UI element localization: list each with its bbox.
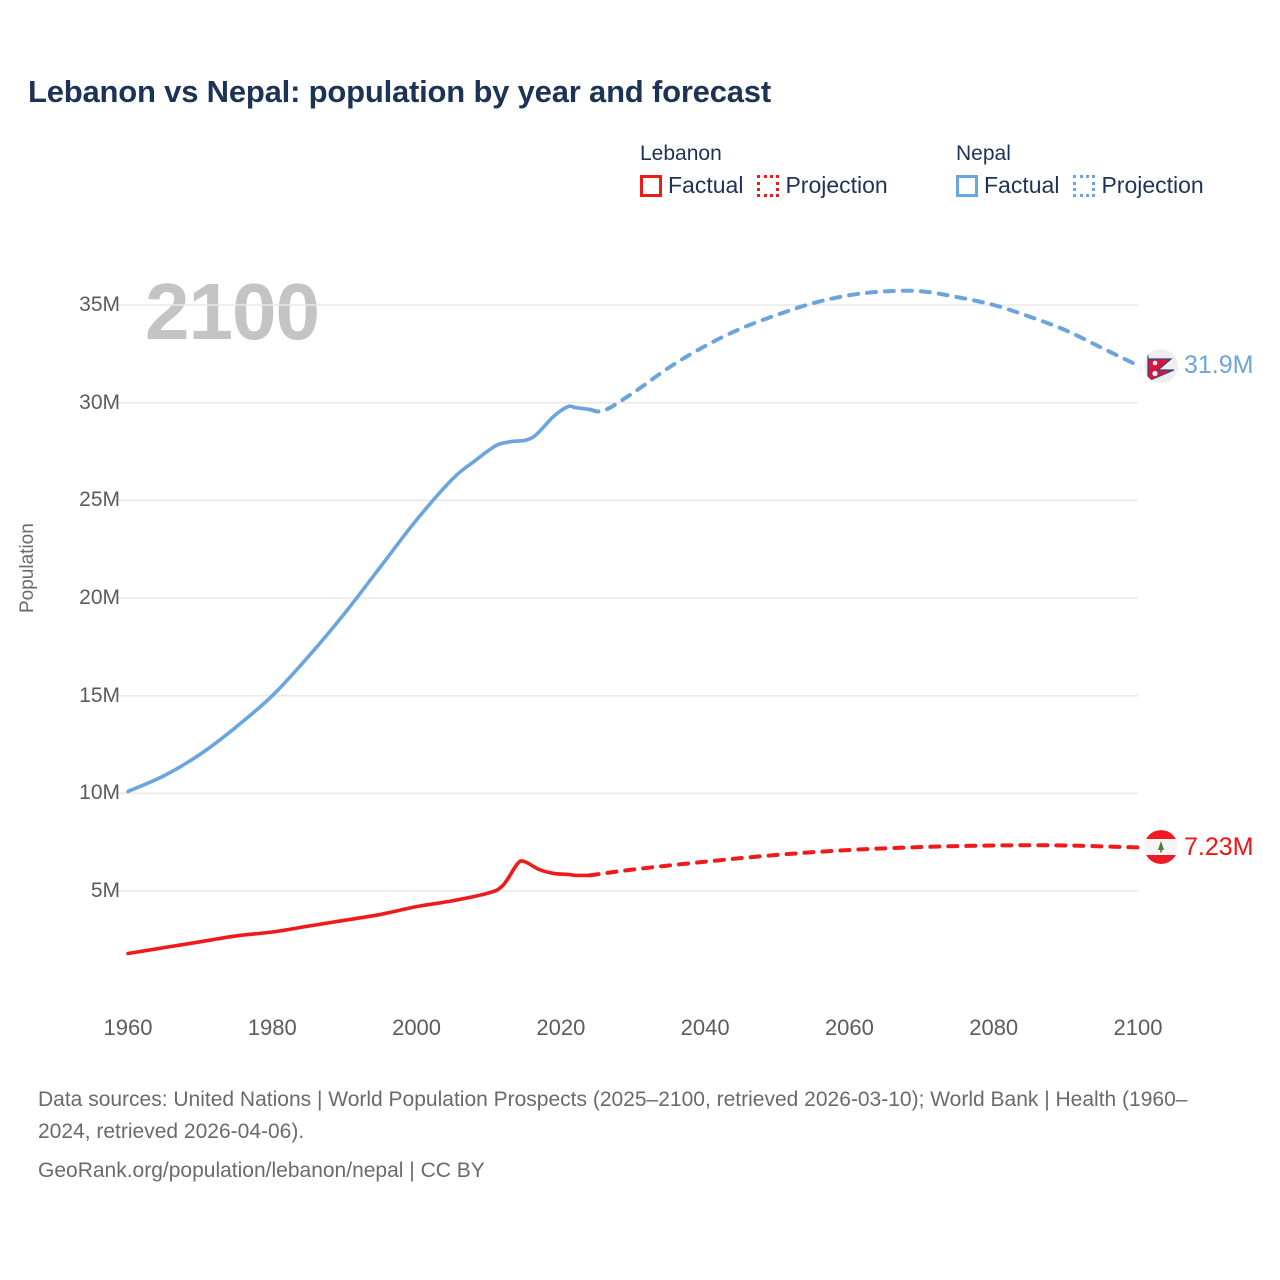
end-value-nepal: 31.9M [1184, 351, 1254, 380]
legend-label-lebanon-factual: Factual [668, 172, 744, 198]
footer: Data sources: United Nations | World Pop… [38, 1084, 1238, 1187]
nepal-flag-icon [1144, 348, 1178, 383]
footer-sources: Data sources: United Nations | World Pop… [38, 1088, 1188, 1143]
y-tick-label: 5M [90, 879, 120, 902]
end-label-nepal: 31.9M [1144, 348, 1254, 383]
legend-label-lebanon-projection: Projection [785, 172, 888, 198]
x-tick-label: 1960 [103, 1015, 153, 1040]
series-line-nepal-projection [587, 288, 1140, 414]
x-tick-label: 1980 [247, 1015, 297, 1040]
series-paths [126, 288, 1140, 956]
legend-item-nepal-factual[interactable]: Factual [956, 172, 1059, 199]
series-line-lebanon-projection [587, 843, 1140, 878]
end-label-lebanon: 7.23M [1144, 830, 1254, 865]
legend-group-lebanon: Lebanon Factual Projection [640, 142, 888, 199]
y-tick-label: 30M [79, 390, 120, 414]
x-tick-label: 2020 [536, 1015, 586, 1040]
legend-swatch-dotted-red-icon [757, 174, 780, 197]
x-tick-label: 2000 [392, 1015, 442, 1040]
series-line-lebanon-factual [126, 859, 592, 956]
legend-swatch-solid-red-icon [640, 174, 662, 197]
legend-group-title-nepal: Nepal [956, 142, 1011, 165]
chart-legend: Lebanon Factual Projection Nepal Factual… [640, 142, 1260, 222]
y-tick-label: 25M [79, 488, 120, 512]
page-title: Lebanon vs Nepal: population by year and… [28, 74, 771, 109]
x-tick-label: 2040 [680, 1015, 730, 1040]
year-watermark: 2100 [145, 267, 320, 356]
legend-item-nepal-projection[interactable]: Projection [1073, 172, 1204, 199]
y-tick-label: 35M [79, 293, 120, 316]
y-tick-label: 20M [79, 586, 120, 609]
y-tick-label: 15M [79, 683, 120, 707]
x-tick-label: 2060 [824, 1015, 874, 1040]
series-line-nepal-factual [126, 404, 592, 794]
legend-item-lebanon-projection[interactable]: Projection [757, 172, 888, 199]
legend-item-lebanon-factual[interactable]: Factual [640, 172, 743, 199]
legend-group-nepal: Nepal Factual Projection [956, 142, 1204, 199]
legend-swatch-dotted-blue-icon [1073, 174, 1096, 197]
end-value-lebanon: 7.23M [1184, 832, 1254, 861]
footer-attribution: GeoRank.org/population/lebanon/nepal | C… [38, 1159, 485, 1182]
lebanon-flag-icon [1144, 830, 1178, 865]
y-axis-ticks: 5M 10M 15M 20M 25M 30M 35M [40, 0, 120, 1280]
gridlines [112, 304, 1138, 892]
legend-group-title-lebanon: Lebanon [640, 142, 722, 165]
y-axis-title: Population [17, 523, 38, 613]
legend-label-nepal-projection: Projection [1101, 172, 1204, 198]
y-tick-label: 10M [79, 781, 120, 805]
legend-label-nepal-factual: Factual [984, 172, 1060, 198]
x-tick-label: 2080 [969, 1015, 1019, 1040]
x-tick-label: 2100 [1113, 1015, 1163, 1040]
legend-swatch-solid-blue-icon [956, 174, 978, 197]
